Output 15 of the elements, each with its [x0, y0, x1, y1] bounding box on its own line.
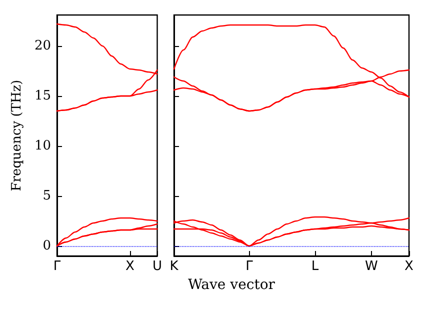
x-tick-label: Γ: [246, 259, 254, 274]
x-tick-label: U: [152, 259, 162, 274]
y-axis-title: Frequency (THz): [10, 80, 25, 192]
x-axis-title: Wave vector: [188, 277, 276, 293]
y-tick-label: 5: [42, 188, 51, 204]
y-tick-label: 10: [34, 138, 51, 154]
y-tick-label: 0: [42, 238, 51, 254]
x-tick-label: W: [364, 259, 378, 274]
x-tick-label: X: [125, 259, 134, 274]
x-tick-label: X: [404, 259, 414, 274]
y-tick-label: 15: [34, 88, 51, 104]
x-tick-label: L: [311, 259, 320, 274]
x-tick-label: Γ: [53, 259, 62, 274]
x-tick-label: K: [170, 259, 179, 274]
y-tick-label: 20: [34, 38, 51, 54]
